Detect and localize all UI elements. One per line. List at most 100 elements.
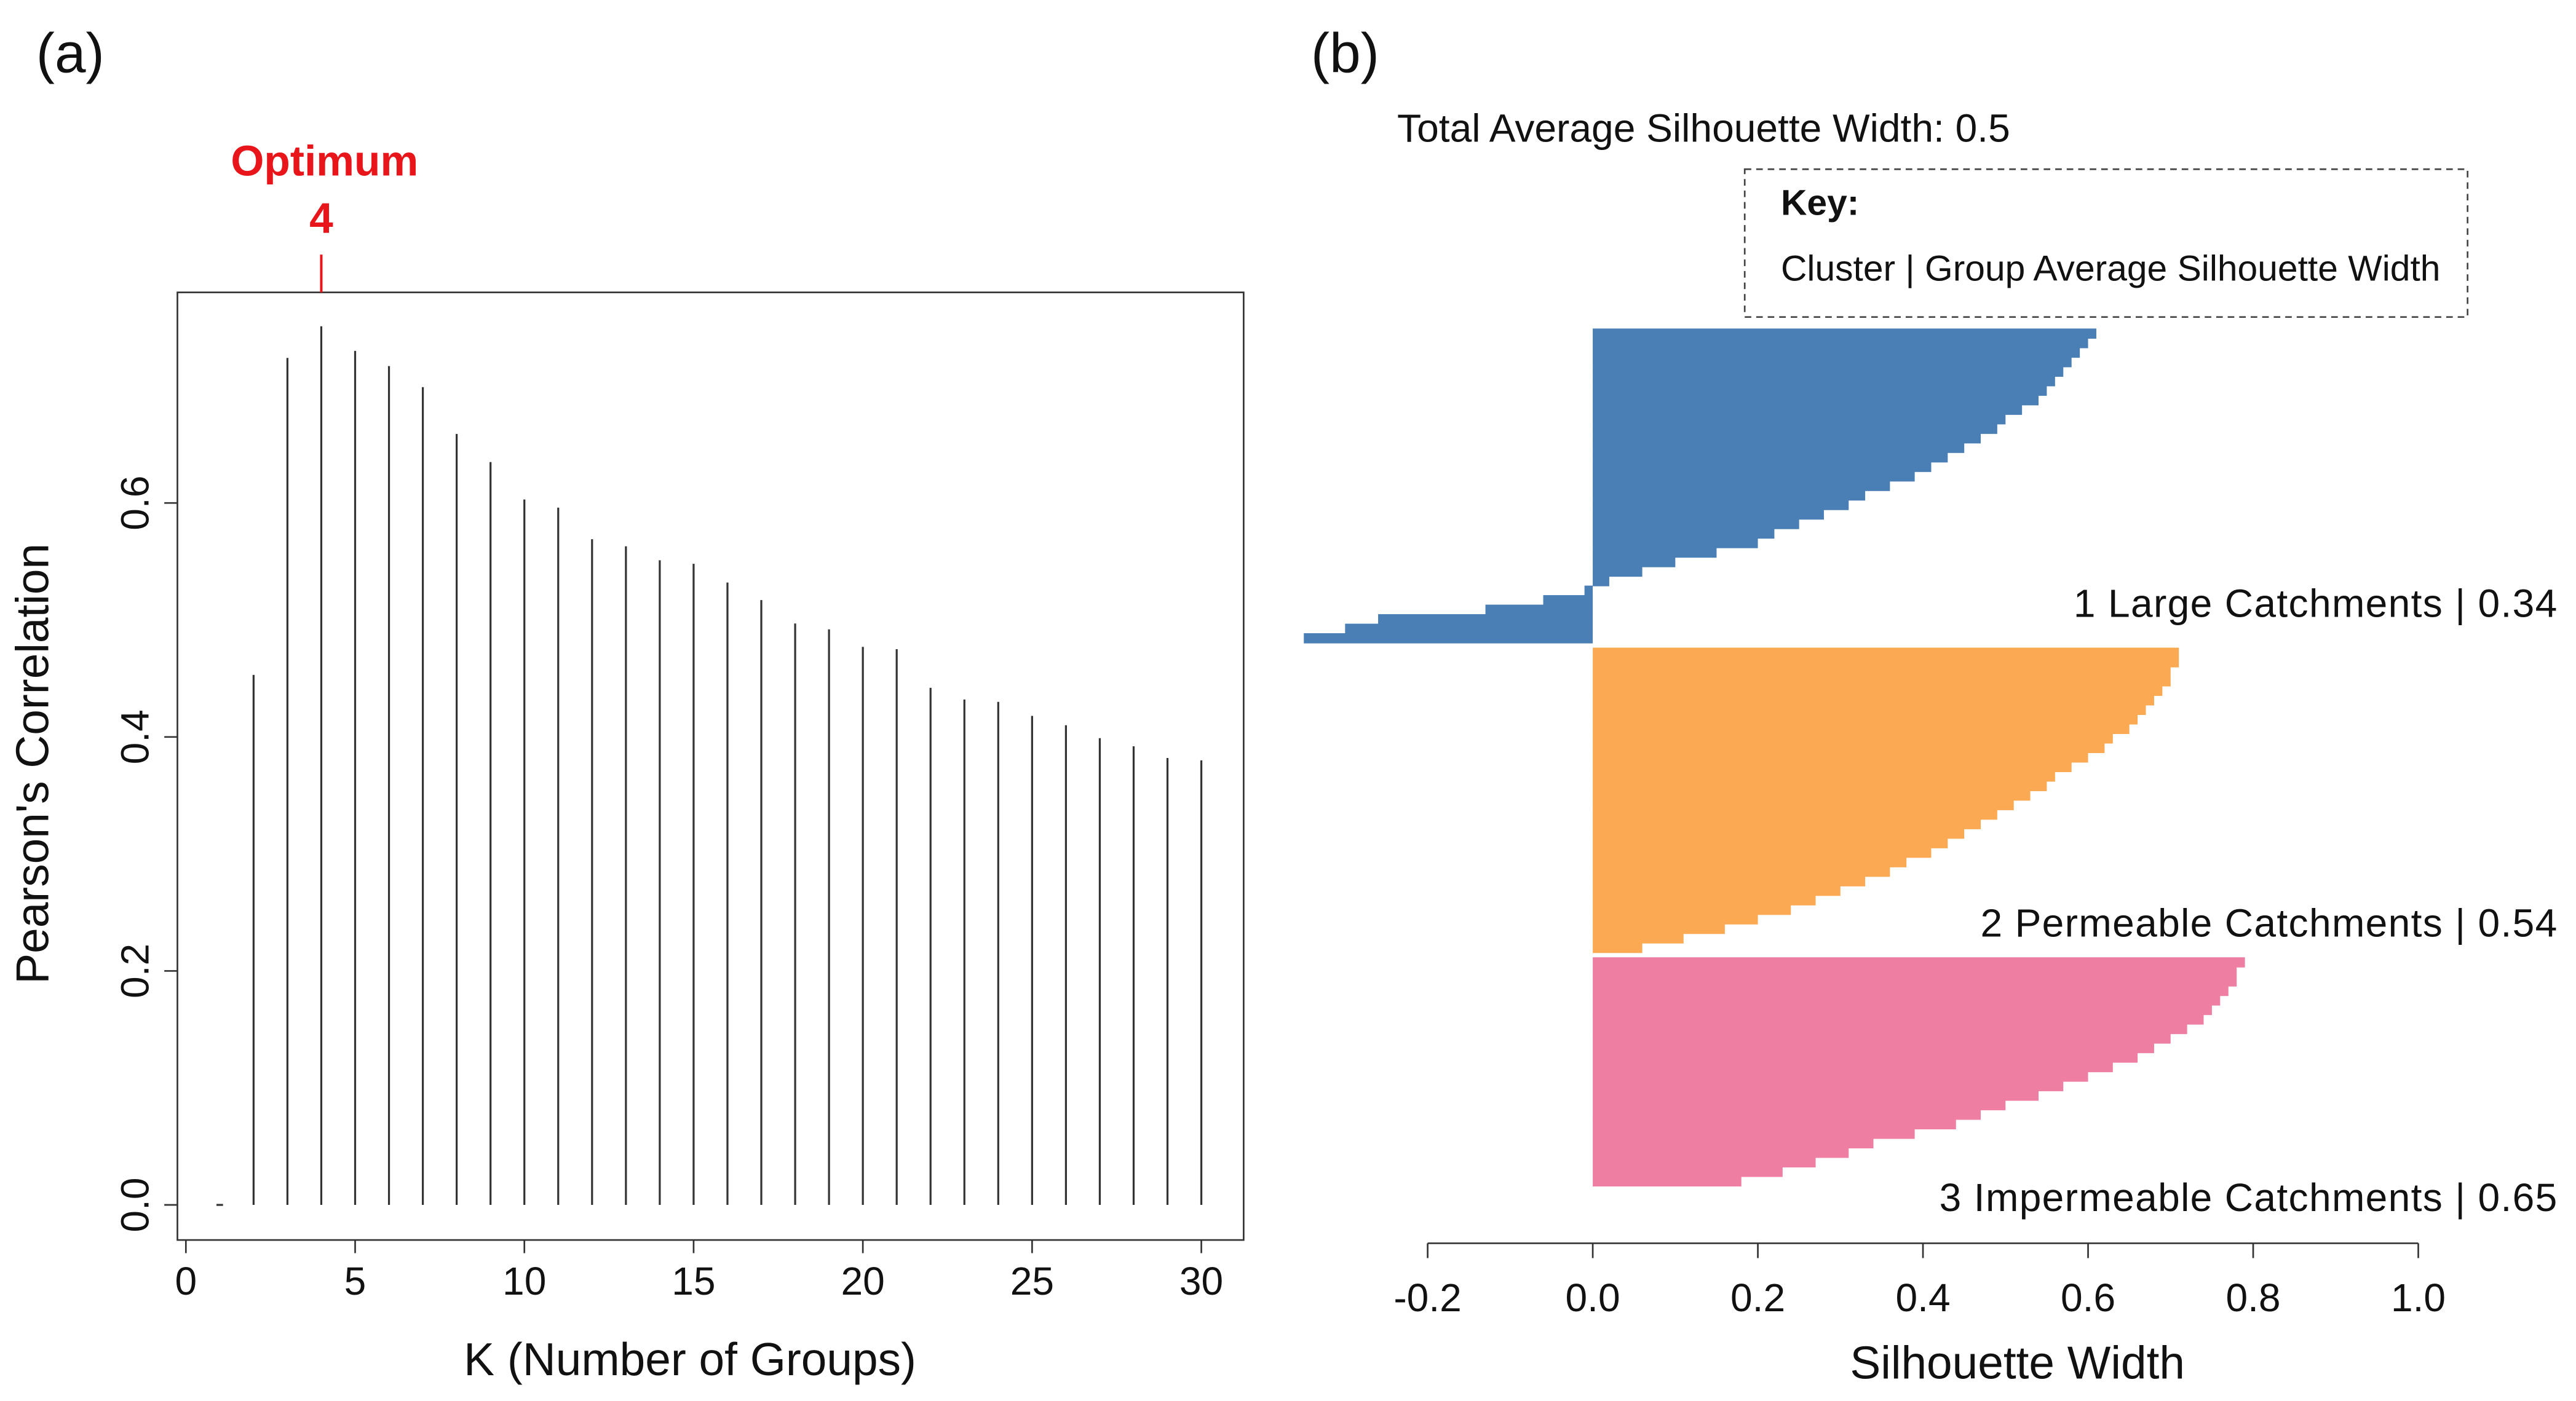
silhouette-bar (1593, 538, 1758, 548)
silhouette-bar (1593, 914, 1758, 925)
key-box (1743, 168, 2469, 318)
x-tick-label: 30 (1179, 1259, 1223, 1303)
silhouette-bar (1593, 809, 1997, 820)
silhouette-bar (1593, 471, 1915, 482)
silhouette-bar (1593, 790, 2031, 801)
silhouette-bar (1593, 995, 2221, 1006)
key-title: Key: (1781, 183, 1859, 223)
plot-frame (176, 291, 1245, 1241)
y-tick-label: 0.4 (113, 709, 157, 764)
silhouette-bar (1593, 647, 2179, 658)
silhouette-bar (1593, 547, 1717, 558)
x-tick-label: 5 (344, 1259, 367, 1303)
panel-label: (a) (36, 23, 105, 85)
silhouette-bar (1593, 942, 1643, 953)
silhouette-bar (1593, 1091, 2039, 1101)
silhouette-bar (1593, 666, 2171, 677)
x-tick-label: 0.2 (1730, 1276, 1785, 1320)
silhouette-bar (1593, 957, 2245, 968)
silhouette-bar (1593, 452, 1948, 463)
silhouette-bar (1593, 1071, 2088, 1082)
silhouette-bar (1593, 828, 1965, 839)
silhouette-bar (1593, 714, 2138, 725)
silhouette-bar (1593, 1110, 1981, 1120)
x-tick-label: 0.4 (1895, 1276, 1950, 1320)
silhouette-bar (1593, 500, 1849, 510)
silhouette-bar (1485, 604, 1593, 615)
silhouette-bar (1593, 657, 2179, 668)
silhouette-bar (1593, 1062, 2113, 1073)
silhouette-bar (1593, 433, 1981, 444)
silhouette-bar (1593, 904, 1791, 915)
silhouette-bar (1593, 847, 1932, 858)
silhouette-bar (1593, 1138, 1874, 1149)
y-tick-label: 0.6 (113, 476, 157, 531)
silhouette-bar (1593, 1004, 2212, 1016)
silhouette-bar (1593, 1024, 2187, 1035)
silhouette-bar (1593, 676, 2171, 687)
silhouette-bar (1593, 762, 2072, 772)
silhouette-bar (1593, 876, 1866, 886)
y-axis-label: Pearson's Correlation (7, 543, 58, 984)
silhouette-bar (1593, 895, 1816, 906)
y-tick-label: 0.0 (113, 1177, 157, 1232)
x-tick-label: 10 (502, 1259, 546, 1303)
cluster-label: 2 Permeable Catchments | 0.54 (1980, 901, 2558, 945)
silhouette-bar (1593, 443, 1965, 453)
silhouette-bar (1593, 1081, 2064, 1092)
silhouette-bar (1593, 557, 1676, 567)
silhouette-bar (1543, 595, 1593, 606)
silhouette-bar (1593, 481, 1890, 491)
silhouette-bar (1593, 866, 1890, 877)
y-tick-label: 0.2 (113, 944, 157, 998)
silhouette-bar (1593, 490, 1866, 501)
x-tick-label: 1.0 (2391, 1276, 2446, 1320)
silhouette-bar (1593, 752, 2088, 763)
silhouette-bar (1593, 566, 1643, 577)
silhouette-bar (1593, 819, 1981, 829)
silhouette-bar (1584, 585, 1593, 596)
silhouette-bar (1593, 328, 2096, 339)
silhouette-bar (1593, 1147, 1849, 1158)
x-tick-label: 15 (672, 1259, 715, 1303)
silhouette-bar (1593, 857, 1907, 867)
silhouette-bar (1593, 781, 2047, 791)
silhouette-bar (1593, 704, 2146, 716)
silhouette-bar (1593, 1033, 2171, 1044)
silhouette-bar (1593, 1043, 2154, 1054)
silhouette-bar (1593, 376, 2055, 387)
silhouette-bar (1593, 1014, 2204, 1025)
silhouette-bar (1593, 985, 2229, 996)
x-tick-label: -0.2 (1393, 1276, 1461, 1320)
silhouette-bar (1593, 414, 2006, 425)
silhouette-bar (1593, 385, 2047, 396)
cluster-label: 3 Impermeable Catchments | 0.65 (1940, 1175, 2558, 1220)
silhouette-bar (1304, 633, 1593, 644)
silhouette-bar (1593, 509, 1824, 520)
silhouette-bar (1593, 800, 2014, 810)
silhouette-bar (1593, 885, 1841, 896)
silhouette-bar (1593, 405, 2023, 415)
silhouette-bar (1593, 357, 2072, 368)
silhouette-bar (1593, 1052, 2138, 1063)
key-text: Cluster | Group Average Silhouette Width (1781, 248, 2441, 288)
annotation: 4 (309, 194, 333, 242)
silhouette-bar (1593, 838, 1948, 848)
silhouette-bar (1593, 528, 1775, 539)
x-tick-label: 0.0 (1566, 1276, 1620, 1320)
silhouette-bar (1593, 395, 2039, 406)
silhouette-bar (1378, 614, 1593, 625)
silhouette-bar (1593, 1157, 1816, 1168)
silhouette-bar (1593, 1129, 1915, 1139)
silhouette-bar (1593, 1176, 1742, 1187)
silhouette-bar (1593, 695, 2154, 706)
chart-title: Total Average Silhouette Width: 0.5 (1397, 106, 2010, 151)
x-tick-label: 0 (175, 1259, 197, 1303)
cluster-label: 1 Large Catchments | 0.34 (2074, 582, 2558, 626)
silhouette-bar (1593, 1100, 2006, 1111)
silhouette-bar (1593, 743, 2105, 753)
silhouette-bar (1593, 685, 2163, 697)
silhouette-bar (1593, 424, 1997, 434)
